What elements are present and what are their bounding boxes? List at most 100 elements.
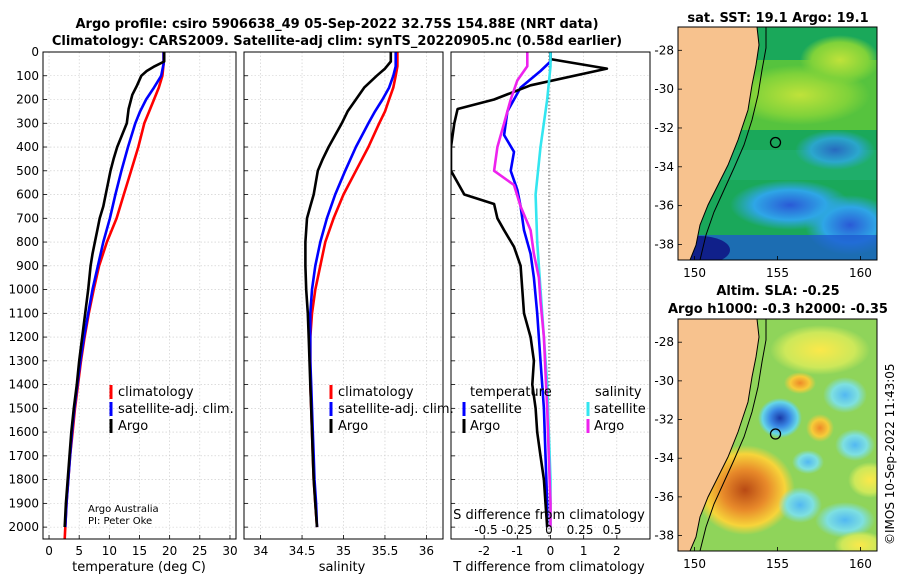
legend-T-satellite-label: satellite xyxy=(470,402,522,417)
x-tick-label: -1 xyxy=(511,544,523,558)
map-y-tick-label: -36 xyxy=(654,199,674,213)
salinity-series xyxy=(305,52,397,527)
sla-anomaly xyxy=(835,429,875,461)
y-tick-label: 1400 xyxy=(8,378,39,392)
difference-panel: -2 -1 0 1 2 T difference from climatology S … xyxy=(451,52,650,575)
sla-anomaly xyxy=(770,325,870,375)
sst-warm-patch xyxy=(800,35,880,85)
legend-climatology-label: climatology xyxy=(338,385,414,400)
y-tick-label: 100 xyxy=(16,69,39,83)
legend-satellite-label: satellite-adj. clim. xyxy=(338,402,454,417)
salinity-panel: 34 34.5 35 35.5 36 salinity climatology sate… xyxy=(244,52,454,575)
difference-xlabel: T difference from climatology xyxy=(452,560,645,575)
salinity-grid xyxy=(244,52,443,539)
x-tick-label: 36 xyxy=(419,544,434,558)
depth-tick-labels: 0100200300400500600700800900100011001200… xyxy=(8,45,39,534)
x-tick-label: 34 xyxy=(253,544,268,558)
sla-map-title: Altim. SLA: -0.25 xyxy=(716,284,839,299)
s-tick-label: 0.5 xyxy=(602,523,621,537)
credit-line2: PI: Peter Oke xyxy=(88,516,152,527)
map-y-tick-label: -30 xyxy=(654,374,674,388)
map-x-tick-label: 150 xyxy=(683,557,706,571)
x-tick-label: 1 xyxy=(580,544,588,558)
x-tick-label: -2 xyxy=(478,544,490,558)
temperature-xlabel: temperature (deg C) xyxy=(72,560,206,575)
y-tick-label: 1600 xyxy=(8,425,39,439)
x-tick-label: 15 xyxy=(132,544,147,558)
sla-map-panel: Altim. SLA: -0.25 Argo h1000: -0.3 h2000… xyxy=(654,284,892,571)
y-tick-label: 1800 xyxy=(8,473,39,487)
s-tick-label: -0.5 xyxy=(474,523,497,537)
x-tick-label: 35 xyxy=(336,544,351,558)
y-tick-label: 1300 xyxy=(8,354,39,368)
map-y-tick-label: -28 xyxy=(654,43,674,57)
temperature-series xyxy=(65,52,165,539)
difference-top-xlabel: S difference from climatology xyxy=(453,508,645,523)
sla-anomaly xyxy=(784,372,816,394)
y-tick-label: 600 xyxy=(16,188,39,202)
salinity-legend: climatology satellite-adj. clim. Argo xyxy=(331,385,454,434)
x-tick-label: 30 xyxy=(222,544,237,558)
y-tick-label: 1700 xyxy=(8,449,39,463)
sla-map-subtitle: Argo h1000: -0.3 h2000: -0.35 xyxy=(668,302,888,317)
y-tick-label: 900 xyxy=(16,259,39,273)
map-x-tick-label: 155 xyxy=(766,557,789,571)
y-tick-label: 0 xyxy=(31,45,39,59)
figure-title-line2: Climatology: CARS2009. Satellite-adj cli… xyxy=(52,34,622,49)
temperature-diff-legend: temperature satellite Argo xyxy=(464,385,552,434)
temperature-tick-labels: 0 5 10 15 20 25 30 xyxy=(45,544,237,558)
sla-map-field xyxy=(678,319,892,559)
legend-S-satellite-label: satellite xyxy=(594,402,646,417)
sst-map-panel: sat. SST: 19.1 Argo: 19.1 150 155 160 -28 -3… xyxy=(654,11,895,280)
map-y-tick-label: -38 xyxy=(654,237,674,251)
map-x-tick-label: 160 xyxy=(849,266,872,280)
temperature-grid xyxy=(43,52,236,539)
y-tick-label: 800 xyxy=(16,235,39,249)
credit-line1: Argo Australia xyxy=(88,504,159,515)
x-tick-label: 2 xyxy=(613,544,621,558)
map-y-tick-label: -34 xyxy=(654,160,674,174)
x-tick-label: 10 xyxy=(102,544,117,558)
salinity-diff-legend: salinity satellite Argo xyxy=(588,385,646,434)
figure: Argo profile: csiro 5906638_49 05-Sep-20… xyxy=(0,0,900,580)
y-tick-label: 400 xyxy=(16,140,39,154)
sla-anomaly xyxy=(806,414,834,442)
sst-map-title: sat. SST: 19.1 Argo: 19.1 xyxy=(687,11,868,26)
temperature-legend: climatology satellite-adj. clim. Argo xyxy=(111,385,234,434)
map-x-tick-label: 150 xyxy=(683,266,706,280)
sla-anomaly xyxy=(792,450,824,474)
s-tick-label: 0.25 xyxy=(567,523,594,537)
series-line-climatology xyxy=(65,52,164,539)
difference-top-ticks: -0.5 -0.25 0 0.25 0.5 xyxy=(474,523,621,537)
y-tick-label: 2000 xyxy=(8,520,39,534)
legend-satellite-label: satellite-adj. clim. xyxy=(118,402,234,417)
sst-cool-patch xyxy=(795,130,875,170)
y-tick-label: 1000 xyxy=(8,283,39,297)
map-y-tick-label: -30 xyxy=(654,82,674,96)
legend-T-title: temperature xyxy=(470,385,552,400)
x-tick-label: 0 xyxy=(547,544,555,558)
y-tick-label: 200 xyxy=(16,93,39,107)
timestamp-stamp: ©IMOS 10-Sep-2022 11:43:05 xyxy=(883,363,897,545)
map-y-tick-label: -32 xyxy=(654,121,674,135)
map-x-tick-label: 155 xyxy=(766,266,789,280)
map-y-tick-label: -38 xyxy=(654,529,674,543)
y-tick-label: 1100 xyxy=(8,306,39,320)
temperature-panel: 0100200300400500600700800900100011001200… xyxy=(8,45,237,575)
x-tick-label: 25 xyxy=(192,544,207,558)
y-tick-label: 700 xyxy=(16,211,39,225)
x-tick-label: 0 xyxy=(45,544,53,558)
figure-title-line1: Argo profile: csiro 5906638_49 05-Sep-20… xyxy=(75,17,598,32)
y-tick-label: 300 xyxy=(16,116,39,130)
x-tick-label: 34.5 xyxy=(289,544,316,558)
y-tick-label: 1200 xyxy=(8,330,39,344)
x-tick-label: 35.5 xyxy=(372,544,399,558)
s-tick-label: -0.25 xyxy=(501,523,532,537)
legend-argo-label: Argo xyxy=(118,419,148,434)
s-tick-label: 0 xyxy=(545,523,553,537)
salinity-xlabel: salinity xyxy=(319,560,366,575)
salinity-tick-labels: 34 34.5 35 35.5 36 xyxy=(253,544,434,558)
y-tick-label: 1900 xyxy=(8,496,39,510)
x-tick-label: 5 xyxy=(75,544,83,558)
legend-climatology-label: climatology xyxy=(118,385,194,400)
